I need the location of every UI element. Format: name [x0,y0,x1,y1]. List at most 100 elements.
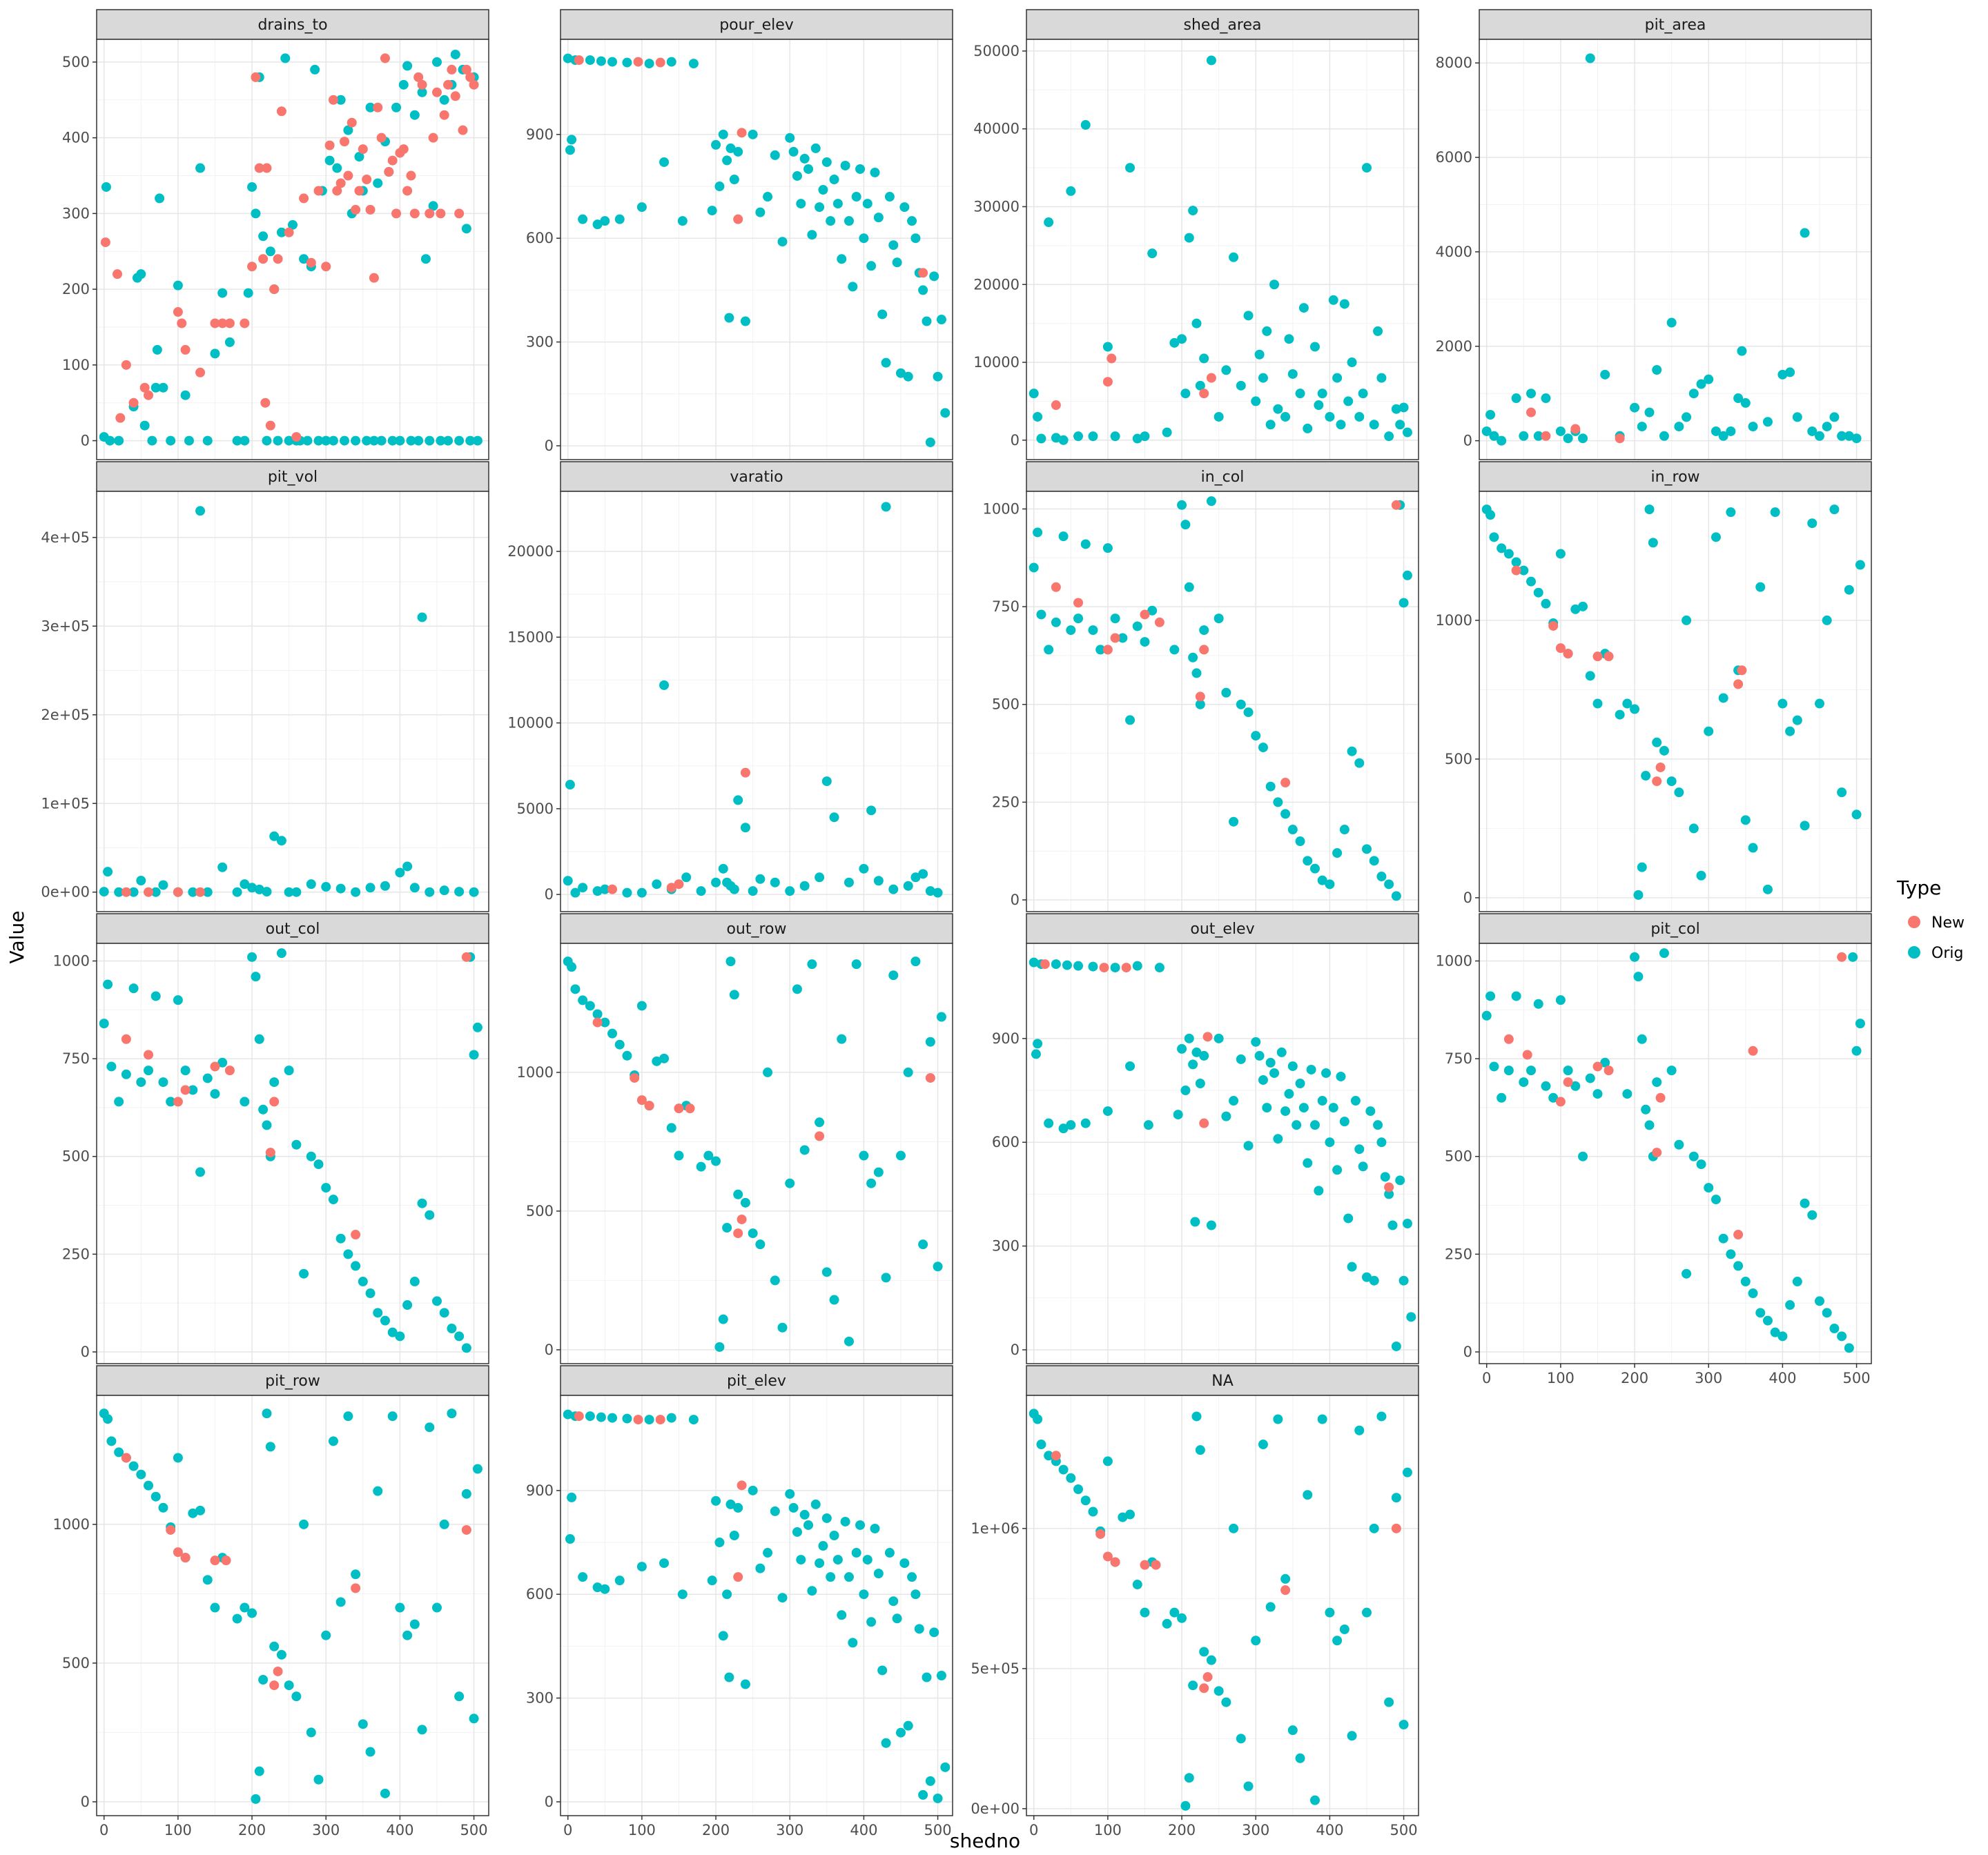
point-orig [247,952,257,962]
point-orig [1162,1618,1172,1629]
point-orig [454,887,465,897]
point-orig [1391,404,1401,414]
point-orig [340,435,350,446]
strip-label: shed_area [1184,17,1262,34]
y-tick-label: 250 [992,794,1020,810]
point-orig [258,231,269,242]
y-tick-label: 0e+00 [41,884,90,901]
x-tick-label: 500 [924,1822,952,1838]
panel-pit_elev: pit_elev 0 300 600 900 0 100 200 300 400 500 [526,1365,953,1838]
point-orig [1829,412,1840,422]
point-orig [1497,543,1507,553]
point-orig [1361,844,1372,854]
point-orig [1321,1068,1332,1078]
point-new [358,144,368,155]
point-orig [1814,1296,1824,1306]
point-orig [313,1159,324,1170]
point-orig [1755,1308,1766,1318]
point-orig [755,207,766,217]
points-pour_elev [563,53,951,447]
point-orig [398,79,409,90]
point-orig [1485,510,1496,520]
point-orig [1254,349,1265,360]
point-orig [1696,870,1706,881]
point-orig [1162,427,1172,438]
point-orig [387,1411,398,1422]
point-orig [777,237,788,247]
point-orig [291,1691,302,1702]
point-orig [718,1631,728,1641]
point-orig [936,1671,946,1680]
point-orig [1177,500,1187,510]
point-orig [1696,379,1706,389]
point-orig [1229,1096,1239,1106]
point-orig [1284,334,1294,344]
point-orig [106,1436,117,1446]
point-orig [291,887,302,897]
point-orig [1309,1795,1320,1805]
point-orig [1792,1277,1802,1287]
point-orig [1762,417,1773,427]
points-NA [1029,1409,1412,1811]
point-orig [1361,1272,1372,1282]
panel-background [1026,491,1419,912]
panel-NA: NA 0e+00 5e+05 1e+06 0 100 200 300 400 500 [971,1365,1419,1838]
point-orig [188,1085,198,1095]
point-orig [152,344,162,355]
x-tick-label: 100 [1547,1370,1575,1386]
point-orig [1188,652,1198,662]
point-orig [402,1300,413,1311]
point-new [1110,633,1120,643]
point-orig [121,1069,131,1079]
point-orig [1807,426,1818,436]
point-orig [740,1197,750,1208]
point-orig [844,216,854,226]
point-orig [262,435,272,446]
y-tick-label: 1000 [53,1516,90,1533]
point-new [1503,1034,1514,1044]
panel-pit_vol: pit_vol 0e+00 1e+05 2e+05 3e+05 4e+05 [41,461,489,912]
point-orig [1533,431,1543,441]
point-orig [1033,411,1043,422]
panel-in_row: in_row 0 500 1000 [1436,461,1872,912]
x-tick-label: 0 [1482,1370,1491,1386]
point-new [1526,407,1537,418]
y-tick-label: 750 [992,598,1020,615]
point-orig [409,1277,420,1287]
point-orig [1143,1120,1153,1130]
panel-border [96,943,489,1364]
point-orig [1511,991,1521,1001]
point-orig [866,1617,877,1627]
point-orig [1365,1106,1376,1117]
point-orig [1309,863,1320,874]
point-orig [659,1558,670,1569]
point-orig [821,157,832,167]
x-tick-label: 400 [1316,1822,1343,1838]
point-orig [1073,1484,1084,1495]
panel-pour_elev: pour_elev 0 300 600 900 [526,9,953,460]
point-orig [332,163,342,173]
point-orig [180,390,191,400]
point-orig [1600,1057,1610,1068]
point-orig [380,1788,390,1798]
point-orig [888,970,899,981]
point-orig [210,1089,220,1099]
point-orig [792,984,802,994]
point-orig [1258,743,1268,753]
point-new [1107,353,1117,364]
point-new [644,1101,654,1111]
point-orig [592,219,603,230]
point-orig [1748,843,1758,853]
point-orig [810,143,821,153]
point-orig [321,882,331,892]
point-new [173,887,183,897]
point-new [1140,609,1150,620]
point-orig [240,1602,250,1613]
panel-border [560,943,953,1364]
point-new [347,117,357,128]
point-orig [1402,570,1412,580]
point-new [362,175,372,184]
point-orig [262,1120,272,1130]
point-orig [1541,393,1551,404]
point-orig [373,178,383,188]
